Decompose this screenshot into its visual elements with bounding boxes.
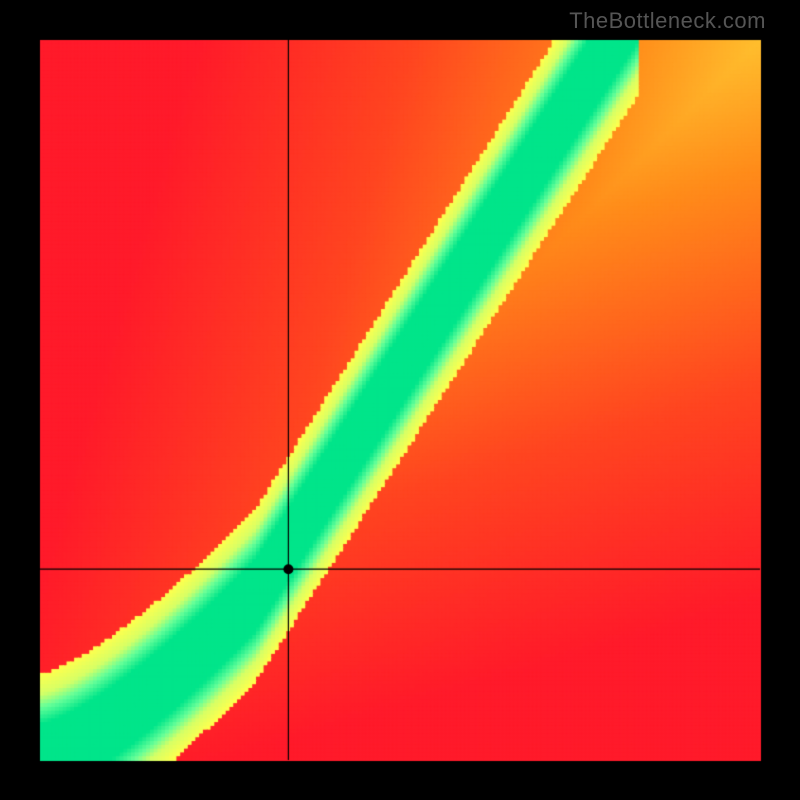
- bottleneck-heatmap-canvas: [0, 0, 800, 800]
- root-stage: TheBottleneck.com: [0, 0, 800, 800]
- watermark-label: TheBottleneck.com: [569, 8, 766, 34]
